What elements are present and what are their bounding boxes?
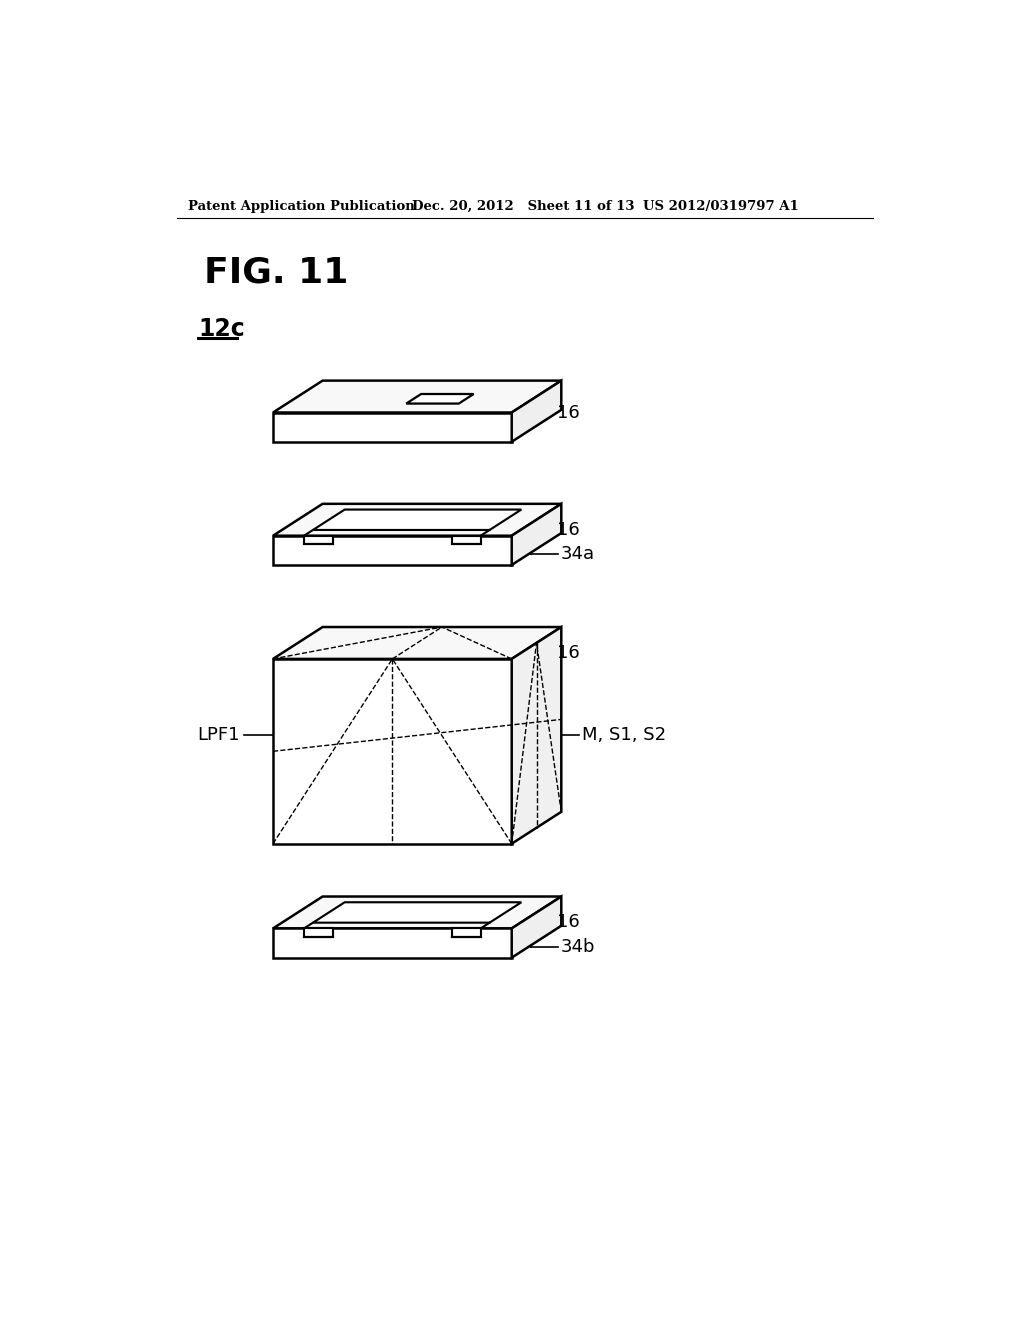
Polygon shape [512, 627, 561, 843]
Text: Patent Application Publication: Patent Application Publication [188, 199, 415, 213]
Text: FIG. 11: FIG. 11 [204, 255, 348, 289]
Text: 12c: 12c [199, 317, 245, 342]
Polygon shape [452, 536, 480, 544]
Text: 16: 16 [557, 520, 580, 539]
Text: LPF1: LPF1 [198, 726, 240, 744]
Polygon shape [304, 536, 333, 544]
Text: US 2012/0319797 A1: US 2012/0319797 A1 [643, 199, 799, 213]
Text: 16: 16 [557, 644, 580, 661]
Polygon shape [273, 412, 512, 442]
Text: 16: 16 [557, 913, 580, 931]
Polygon shape [273, 928, 512, 958]
Polygon shape [273, 504, 561, 536]
Polygon shape [273, 380, 561, 412]
Polygon shape [452, 928, 480, 937]
Text: 16: 16 [557, 404, 580, 421]
Text: Dec. 20, 2012   Sheet 11 of 13: Dec. 20, 2012 Sheet 11 of 13 [412, 199, 634, 213]
Text: M, S1, S2: M, S1, S2 [582, 726, 666, 744]
Polygon shape [273, 627, 561, 659]
Polygon shape [273, 896, 561, 928]
Polygon shape [304, 928, 333, 937]
Polygon shape [512, 504, 561, 565]
Polygon shape [407, 393, 474, 404]
Polygon shape [273, 659, 512, 843]
Polygon shape [273, 536, 512, 565]
Polygon shape [512, 896, 561, 958]
Text: 34a: 34a [561, 545, 595, 564]
Polygon shape [512, 380, 561, 442]
Polygon shape [313, 510, 521, 529]
Polygon shape [313, 903, 521, 923]
Text: 34b: 34b [561, 939, 595, 956]
